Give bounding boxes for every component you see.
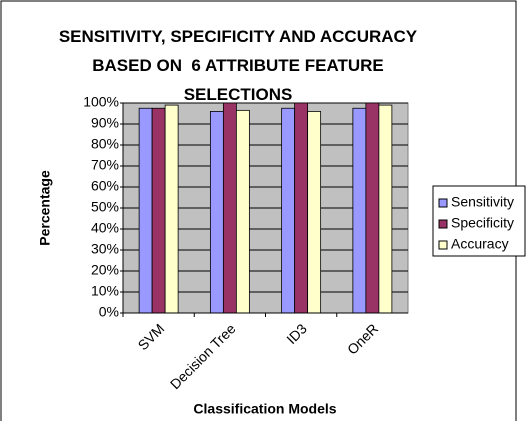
y-tick-label: 10%	[91, 283, 119, 299]
bar	[307, 111, 322, 314]
y-tick-label: 50%	[91, 199, 119, 215]
bar	[209, 111, 224, 314]
bar	[365, 102, 380, 314]
legend-swatch	[438, 240, 448, 250]
y-tick-label: 90%	[91, 115, 119, 131]
y-tick-label: 60%	[91, 178, 119, 194]
bar	[235, 109, 250, 314]
y-tick-label: 70%	[91, 157, 119, 173]
y-tick-label: 40%	[91, 220, 119, 236]
legend-label: Sensitivity	[451, 194, 514, 210]
bar	[151, 107, 166, 314]
x-axis-label: Classification Models	[193, 401, 336, 417]
y-tick-label: 80%	[91, 136, 119, 152]
bar	[378, 104, 393, 314]
legend-swatch	[438, 198, 448, 208]
bar	[281, 107, 296, 314]
y-tick-label: 0%	[99, 304, 119, 320]
legend-swatch	[438, 219, 448, 229]
bar	[138, 107, 153, 314]
legend-label: Accuracy	[451, 236, 509, 252]
y-tick-label: 100%	[83, 94, 119, 110]
bar	[294, 102, 309, 314]
bar	[222, 102, 237, 314]
legend-box	[432, 185, 526, 257]
bar	[352, 107, 367, 314]
y-axis-label: Percentage	[37, 170, 53, 246]
chart-title: SENSITIVITY, SPECIFICITY AND ACCURACY BA…	[58, 27, 418, 104]
legend-label: Specificity	[451, 215, 514, 231]
y-tick-label: 30%	[91, 241, 119, 257]
y-tick-label: 20%	[91, 262, 119, 278]
bar	[164, 104, 179, 314]
